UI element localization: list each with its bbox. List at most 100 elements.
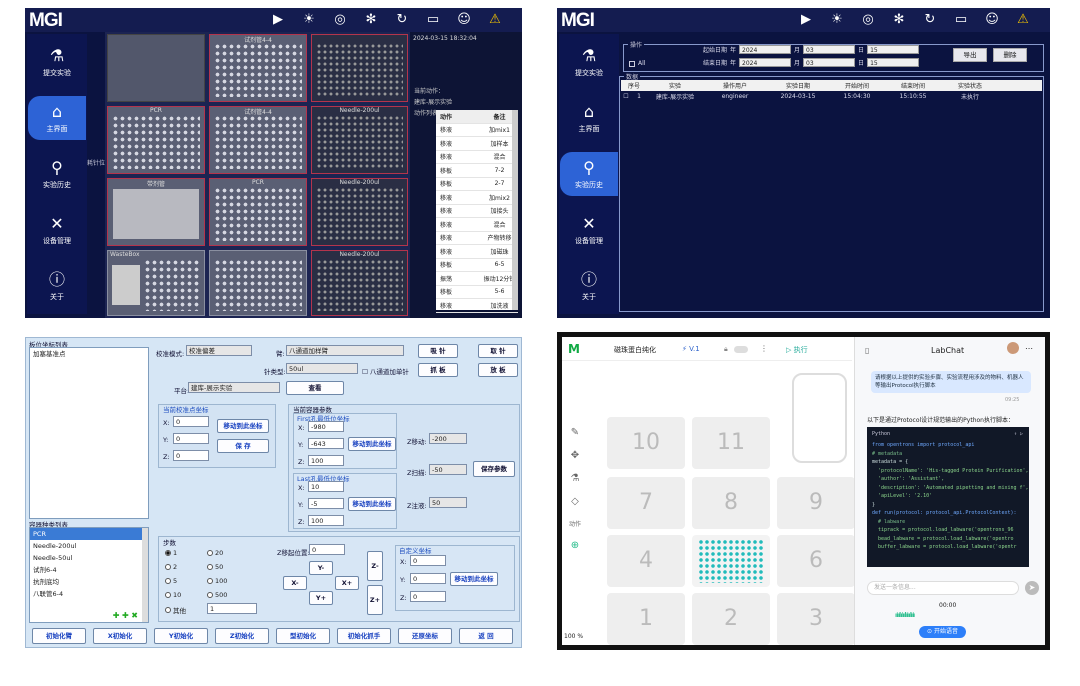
labware-slot[interactable]: Needle-200ul (311, 106, 408, 174)
labware-slot[interactable]: 试剂管4-4 (209, 34, 307, 102)
table-row[interactable]: 移板 7-2 (436, 164, 518, 178)
step-radio[interactable]: 1 (165, 549, 177, 557)
cal-x-input[interactable]: 0 (173, 416, 209, 427)
add-icon[interactable]: ⊕ (570, 540, 580, 551)
table-row[interactable]: 移液 混合 (436, 218, 518, 232)
deck-slot-2[interactable]: 2 (692, 593, 770, 645)
zmove-input[interactable]: -200 (429, 433, 467, 444)
arm-select[interactable]: 八通道加样臂 (286, 345, 404, 356)
share-icon[interactable]: ⇪ ▷ (1013, 431, 1023, 437)
chat-input[interactable]: 发送一条信息... (867, 581, 1019, 595)
more-icon[interactable]: ⋯ (1025, 344, 1033, 353)
bottom-button-5[interactable]: 初始化抓手 (337, 628, 391, 644)
fan-icon[interactable]: ✻ (893, 12, 905, 27)
reset-icon[interactable]: ↻ (396, 12, 408, 27)
save-params-button[interactable]: 保存参数 (473, 461, 515, 477)
uv-icon[interactable]: ◎ (862, 12, 874, 27)
last-y-input[interactable]: -5 (308, 498, 344, 509)
grab-plate-button[interactable]: 抓 板 (418, 363, 458, 377)
start-year-select[interactable]: 2024 (739, 45, 792, 54)
platform-select[interactable]: 建库-展示实验 (188, 382, 280, 393)
lock-icon[interactable]: 🔒︎ (724, 345, 728, 353)
step-radio[interactable]: 50 (207, 563, 223, 571)
labware-slot[interactable]: PCR (209, 178, 307, 246)
flask-icon[interactable]: ⚗ (570, 473, 580, 484)
move-first-button[interactable]: 移动到此坐标 (348, 437, 396, 451)
deck-slot-3[interactable]: 3 (777, 593, 855, 645)
table-row[interactable]: 移液 加样本 (436, 137, 518, 151)
first-z-input[interactable]: 100 (308, 455, 344, 466)
deck-slot-9[interactable]: 9 (777, 477, 855, 529)
bottom-button-0[interactable]: 初始化臂 (32, 628, 86, 644)
all-checkbox[interactable]: All (629, 60, 645, 67)
end-year-select[interactable]: 2024 (739, 58, 792, 67)
bottom-button-1[interactable]: X初始化 (93, 628, 147, 644)
needle-select[interactable]: 50ul (286, 363, 358, 374)
suck-needle-button[interactable]: 吸 针 (418, 344, 458, 358)
save-button[interactable]: 保 存 (217, 439, 269, 453)
nav-submit[interactable]: ⚗ 提交实验 (575, 45, 603, 77)
table-row[interactable]: 移液 加mix1 (436, 124, 518, 137)
bottom-button-3[interactable]: Z初始化 (215, 628, 269, 644)
step-radio[interactable]: 500 (207, 591, 227, 599)
step-radio[interactable]: 10 (165, 591, 181, 599)
nav-home[interactable]: ⌂ 主界面 (578, 101, 600, 133)
last-z-input[interactable]: 100 (308, 515, 344, 526)
version-label[interactable]: ⚡ V.1 (682, 345, 700, 353)
y-plus-button[interactable]: Y+ (309, 591, 333, 605)
last-x-input[interactable]: 10 (308, 481, 344, 492)
custom-x-input[interactable]: 0 (410, 555, 446, 566)
list-item[interactable]: 抗剂底均 (33, 578, 59, 586)
table-row[interactable]: 移液 产物转移 (436, 232, 518, 245)
container-type-list[interactable]: PCR Needle-200ul Needle-50ul 试剂6-4 抗剂底均 八联管6-… (29, 527, 149, 623)
labware-slot[interactable] (209, 250, 307, 316)
step-radio[interactable]: 20 (207, 549, 223, 557)
bottom-button-6[interactable]: 还原坐标 (398, 628, 452, 644)
table-row[interactable]: 移液 加mix2 (436, 191, 518, 205)
step-other-input[interactable]: 1 (207, 603, 257, 614)
more-icon[interactable]: ⋮ (760, 344, 768, 353)
labware-slot[interactable]: 试剂管4-4 (209, 106, 307, 174)
bottom-button-7[interactable]: 返 回 (459, 628, 513, 644)
table-row[interactable]: 振荡 振动12分钟 (436, 272, 518, 286)
list-item[interactable]: 试剂6-4 (33, 566, 57, 574)
warning-icon[interactable]: ⚠ (1017, 12, 1029, 27)
bottom-button-2[interactable]: Y初始化 (154, 628, 208, 644)
table-row[interactable]: 移板 5-6 (436, 286, 518, 299)
toggle[interactable] (734, 346, 748, 353)
reset-icon[interactable]: ↻ (924, 12, 936, 27)
list-item[interactable]: Needle-50ul (33, 554, 73, 562)
delete-button[interactable]: 删除 (993, 48, 1027, 62)
table-row[interactable]: 移液 混合 (436, 151, 518, 164)
play-icon[interactable]: ▶ (801, 12, 811, 27)
custom-z-input[interactable]: 0 (410, 591, 446, 602)
labware-slot[interactable]: Needle-200ul (311, 178, 408, 246)
send-icon[interactable]: ➤ (1025, 581, 1039, 595)
step-radio[interactable]: 2 (165, 563, 177, 571)
nav-home[interactable]: ⌂ 主界面 (28, 96, 86, 140)
y-minus-button[interactable]: Y- (309, 561, 333, 575)
labware-slot[interactable]: Needle-200ul (311, 250, 408, 316)
pen-icon[interactable]: ✎ (570, 427, 580, 438)
list-item[interactable]: 八联管6-4 (33, 590, 64, 598)
cal-z-input[interactable]: 0 (173, 450, 209, 461)
deck-slot-5[interactable] (692, 535, 770, 587)
step-radio[interactable]: 其他 (165, 605, 186, 615)
place-plate-button[interactable]: 放 板 (478, 363, 518, 377)
table-row[interactable]: 移板 6-5 (436, 259, 518, 272)
move-to-button[interactable]: 移动到此坐标 (217, 419, 269, 433)
table-row[interactable]: 移液 加磁珠 (436, 245, 518, 259)
run-button[interactable]: ▷ 执行 (786, 346, 808, 354)
monitor-icon[interactable]: ▭ (426, 12, 440, 27)
table-row[interactable]: 移液 加洗液 (436, 299, 518, 313)
nav-history[interactable]: ⚲ 实验历史 (43, 157, 71, 189)
bottom-button-4[interactable]: 型初始化 (276, 628, 330, 644)
step-radio[interactable]: 100 (207, 577, 227, 585)
custom-y-input[interactable]: 0 (410, 573, 446, 584)
labware-slot[interactable]: PCR (107, 106, 205, 174)
voice-button[interactable]: ⊙ 开始语音 (919, 626, 966, 638)
list-item[interactable]: PCR (30, 528, 148, 540)
list-item[interactable]: 加塞基准点 (33, 350, 66, 358)
position-list[interactable]: 加塞基准点 (29, 347, 149, 519)
end-day-select[interactable]: 15 (867, 58, 920, 67)
